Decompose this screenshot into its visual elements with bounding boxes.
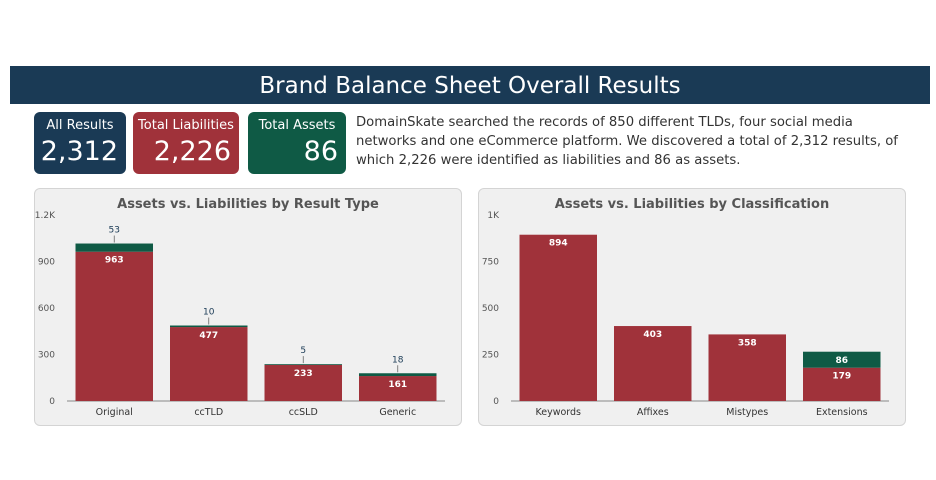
kpi-all-results-label: All Results xyxy=(34,118,126,133)
result-type-label-assets: 10 xyxy=(203,308,215,318)
chart-panel-classification: Assets vs. Liabilities by Classification… xyxy=(478,188,906,426)
result-type-y-tick: 600 xyxy=(38,304,55,314)
result-type-label-liabilities: 963 xyxy=(105,256,124,266)
summary-assets: 86 xyxy=(654,153,671,168)
result-type-label-assets: 53 xyxy=(109,226,120,236)
summary-part4: as assets. xyxy=(671,153,741,168)
classification-label-liabilities: 894 xyxy=(549,239,568,249)
classification-label-liabilities: 403 xyxy=(643,330,662,340)
page-banner: Brand Balance Sheet Overall Results xyxy=(10,66,930,104)
summary-part1: DomainSkate searched the records of 850 … xyxy=(356,115,853,149)
result-type-y-tick: 900 xyxy=(38,258,55,268)
result-type-label-assets: 18 xyxy=(392,355,404,365)
result-type-category-label: ccTLD xyxy=(194,407,223,418)
result-type-bar-assets xyxy=(265,364,342,365)
classification-category-label: Keywords xyxy=(535,407,581,418)
result-type-label-liabilities: 477 xyxy=(199,331,218,341)
result-type-y-tick: 1.2K xyxy=(35,211,56,221)
result-type-label-assets: 5 xyxy=(300,346,306,356)
kpi-total-liabilities-label: Total Liabilities xyxy=(133,118,239,133)
kpi-total-assets-label: Total Assets xyxy=(248,118,346,133)
summary-total: 2,312 xyxy=(791,134,829,149)
classification-y-tick: 500 xyxy=(482,304,499,314)
classification-category-label: Extensions xyxy=(816,407,868,418)
classification-y-tick: 1K xyxy=(487,211,500,221)
classification-label-assets: 86 xyxy=(835,356,848,366)
result-type-category-label: ccSLD xyxy=(289,407,318,418)
result-type-y-tick: 0 xyxy=(49,397,55,407)
kpi-total-liabilities-value: 2,226 xyxy=(154,136,231,167)
result-type-label-liabilities: 161 xyxy=(388,380,407,390)
result-type-category-label: Original xyxy=(96,407,133,418)
classification-y-tick: 250 xyxy=(482,351,499,361)
chart-result-type: 0 300 600 900 1.2K 53 963 Original 10 477 ccTLD 5 23… xyxy=(35,189,463,427)
result-type-label-liabilities: 233 xyxy=(294,369,313,379)
page-title: Brand Balance Sheet Overall Results xyxy=(259,73,680,99)
summary-liabilities: 2,226 xyxy=(399,153,437,168)
classification-category-label: Mistypes xyxy=(726,407,768,418)
classification-label-liabilities: 358 xyxy=(738,338,757,348)
result-type-bar-assets xyxy=(76,244,153,252)
result-type-category-label: Generic xyxy=(379,407,416,418)
summary-text: DomainSkate searched the records of 850 … xyxy=(356,113,916,170)
classification-category-label: Affixes xyxy=(637,407,669,418)
result-type-y-tick: 300 xyxy=(38,351,55,361)
chart-classification: 0 250 500 750 1K 894 Keywords 403 Affixes 358 Mist… xyxy=(479,189,907,427)
result-type-bar-assets xyxy=(359,373,436,376)
classification-y-tick: 0 xyxy=(493,397,499,407)
result-type-bar-liabilities xyxy=(76,252,153,401)
kpi-total-assets-value: 86 xyxy=(304,136,338,167)
classification-y-tick: 750 xyxy=(482,258,499,268)
kpi-total-assets: Total Assets 86 xyxy=(248,112,346,174)
kpi-all-results-value: 2,312 xyxy=(41,136,118,167)
result-type-bar-assets xyxy=(170,326,247,328)
classification-label-liabilities: 179 xyxy=(832,372,851,382)
classification-bar-liabilities xyxy=(520,235,597,401)
kpi-total-liabilities: Total Liabilities 2,226 xyxy=(133,112,239,174)
kpi-all-results: All Results 2,312 xyxy=(34,112,126,174)
summary-part3: were identified as liabilities and xyxy=(436,153,654,168)
